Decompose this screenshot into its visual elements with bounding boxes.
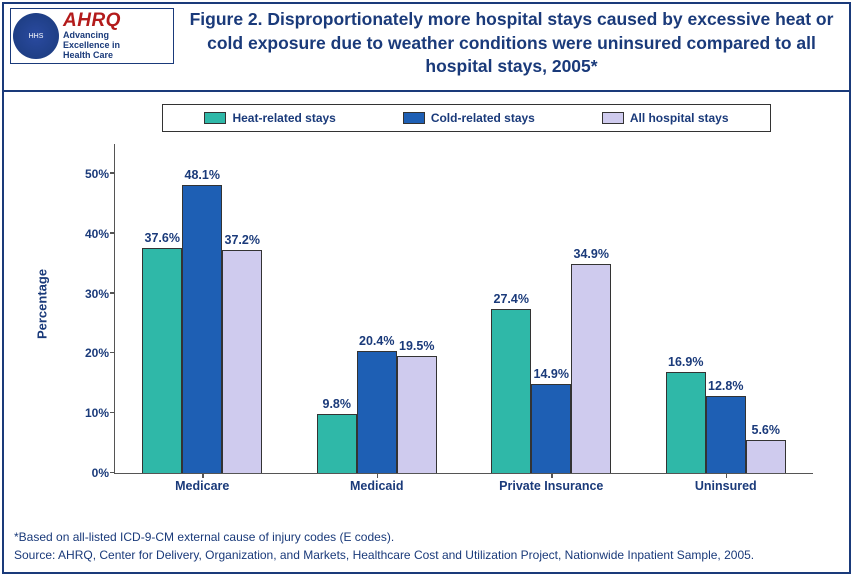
bar-value-label: 19.5% (399, 339, 434, 353)
bar: 14.9% (531, 384, 571, 473)
bar-value-label: 20.4% (359, 334, 394, 348)
y-tick-label: 10% (69, 406, 109, 420)
x-tick-mark (377, 473, 379, 478)
bar-value-label: 48.1% (185, 168, 220, 182)
y-tick-label: 30% (69, 287, 109, 301)
ahrq-logo: HHS AHRQ Advancing Excellence in Health … (10, 8, 174, 64)
y-tick-mark (110, 172, 115, 174)
y-tick-label: 40% (69, 227, 109, 241)
legend-item-heat: Heat-related stays (204, 111, 335, 125)
bar-value-label: 16.9% (668, 355, 703, 369)
bar: 16.9% (666, 372, 706, 473)
bar-group: 37.6%48.1%37.2%Medicare (115, 144, 290, 473)
plot-region: Heat-related stays Cold-related stays Al… (22, 104, 831, 504)
legend-label-cold: Cold-related stays (431, 111, 535, 125)
bar: 37.6% (142, 248, 182, 473)
bar-value-label: 37.6% (145, 231, 180, 245)
legend: Heat-related stays Cold-related stays Al… (162, 104, 771, 132)
bar-value-label: 9.8% (323, 397, 352, 411)
y-tick-mark (110, 232, 115, 234)
bar: 12.8% (706, 396, 746, 473)
y-axis-label: Percentage (35, 269, 50, 339)
header: HHS AHRQ Advancing Excellence in Health … (4, 4, 849, 92)
bar-value-label: 5.6% (752, 423, 781, 437)
bar: 19.5% (397, 356, 437, 473)
y-tick-mark (110, 352, 115, 354)
category-label: Uninsured (639, 479, 814, 493)
footnote-codes: *Based on all-listed ICD-9-CM external c… (14, 528, 839, 546)
bar-value-label: 12.8% (708, 379, 743, 393)
bar-groups: 37.6%48.1%37.2%Medicare9.8%20.4%19.5%Med… (115, 144, 813, 473)
legend-label-heat: Heat-related stays (232, 111, 335, 125)
bar: 48.1% (182, 185, 222, 473)
bar: 5.6% (746, 440, 786, 473)
bar: 34.9% (571, 264, 611, 473)
hhs-seal-icon: HHS (13, 13, 59, 59)
bar: 27.4% (491, 309, 531, 473)
bar-value-label: 34.9% (574, 247, 609, 261)
y-tick-label: 20% (69, 346, 109, 360)
legend-swatch-cold (403, 112, 425, 124)
bar-group: 27.4%14.9%34.9%Private Insurance (464, 144, 639, 473)
figure-title: Figure 2. Disproportionately more hospit… (184, 8, 839, 79)
legend-item-cold: Cold-related stays (403, 111, 535, 125)
category-label: Medicaid (290, 479, 465, 493)
figure-frame: HHS AHRQ Advancing Excellence in Health … (2, 2, 851, 574)
bar: 9.8% (317, 414, 357, 473)
bar: 20.4% (357, 351, 397, 473)
footnotes: *Based on all-listed ICD-9-CM external c… (14, 528, 839, 564)
bar-value-label: 27.4% (494, 292, 529, 306)
seal-text: HHS (29, 33, 44, 40)
bar: 37.2% (222, 250, 262, 473)
ahrq-name: AHRQ (63, 11, 121, 31)
bar-group: 16.9%12.8%5.6%Uninsured (639, 144, 814, 473)
y-tick-mark (110, 472, 115, 474)
x-tick-mark (551, 473, 553, 478)
legend-swatch-heat (204, 112, 226, 124)
bar-value-label: 37.2% (225, 233, 260, 247)
ahrq-tagline-3: Health Care (63, 51, 121, 61)
y-tick-label: 0% (69, 466, 109, 480)
legend-item-all: All hospital stays (602, 111, 729, 125)
footnote-source: Source: AHRQ, Center for Delivery, Organ… (14, 546, 839, 564)
category-label: Medicare (115, 479, 290, 493)
legend-label-all: All hospital stays (630, 111, 729, 125)
x-tick-mark (726, 473, 728, 478)
y-tick-label: 50% (69, 167, 109, 181)
bar-value-label: 14.9% (534, 367, 569, 381)
y-tick-mark (110, 292, 115, 294)
legend-swatch-all (602, 112, 624, 124)
x-tick-mark (202, 473, 204, 478)
bar-group: 9.8%20.4%19.5%Medicaid (290, 144, 465, 473)
category-label: Private Insurance (464, 479, 639, 493)
ahrq-text-block: AHRQ Advancing Excellence in Health Care (63, 11, 121, 61)
axis-area: 37.6%48.1%37.2%Medicare9.8%20.4%19.5%Med… (114, 144, 813, 474)
y-tick-mark (110, 412, 115, 414)
